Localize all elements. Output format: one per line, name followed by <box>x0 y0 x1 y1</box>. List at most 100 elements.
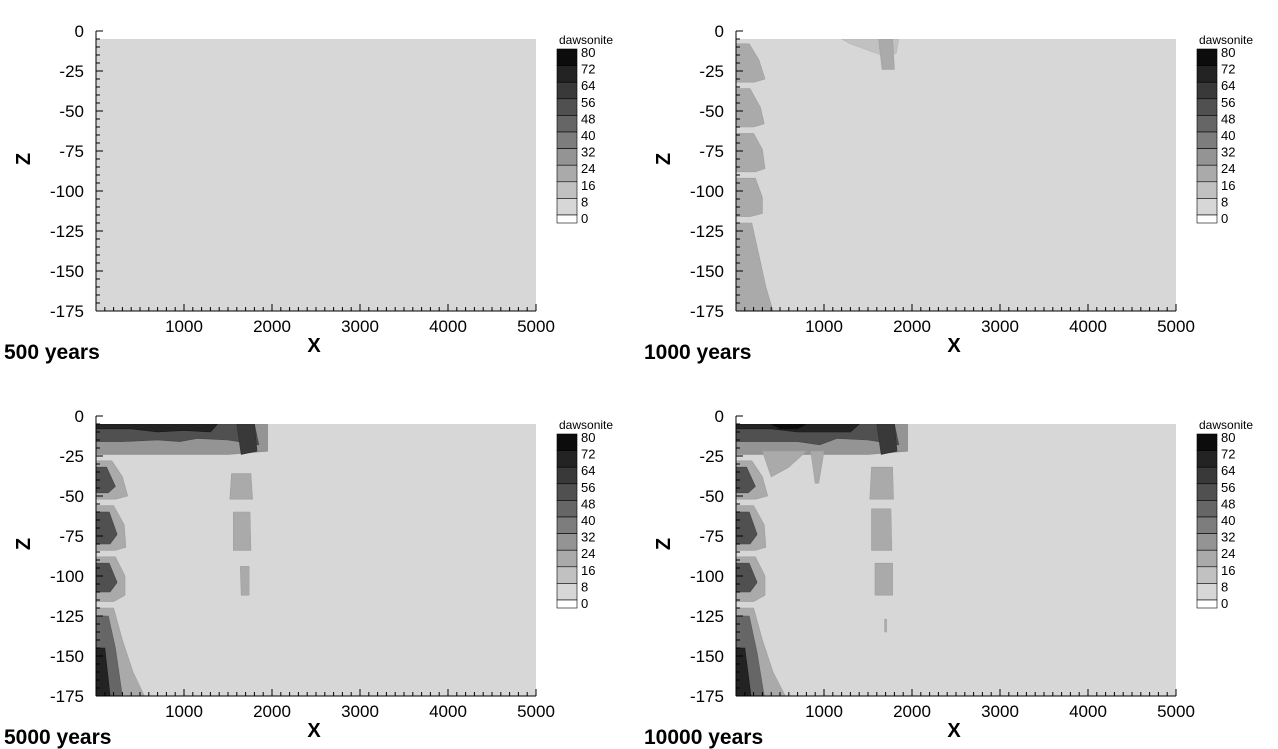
legend-label: 16 <box>581 178 595 193</box>
contour-region-2 <box>810 450 825 484</box>
contour-region-5 <box>736 177 763 217</box>
legend-swatch <box>1196 81 1218 100</box>
legend-swatch <box>1196 483 1218 501</box>
x-tick-label: 5000 <box>1157 702 1195 721</box>
x-tick-label: 1000 <box>805 702 843 721</box>
x-tick-label: 2000 <box>253 317 291 336</box>
legend-swatch <box>556 599 578 609</box>
y-tick-label: 0 <box>75 407 84 426</box>
legend-label: 0 <box>581 596 588 611</box>
legend-swatch <box>556 115 578 133</box>
panel-label: 5000 years <box>4 726 111 749</box>
legend-label: 32 <box>1221 530 1235 545</box>
y-tick-label: -25 <box>699 447 724 466</box>
legend-swatch <box>556 48 578 66</box>
legend-swatch <box>1196 48 1218 66</box>
legend-label: 16 <box>1221 178 1235 193</box>
y-axis-title: Z <box>13 153 35 165</box>
legend-label: 64 <box>581 78 595 93</box>
legend-swatch <box>556 533 578 551</box>
x-tick-label: 4000 <box>1069 702 1107 721</box>
legend-label: 56 <box>581 95 595 110</box>
contour-region-8 <box>871 508 893 551</box>
legend-swatch <box>556 516 578 534</box>
contour-regions <box>96 424 268 696</box>
x-tick-label: 5000 <box>517 702 555 721</box>
legend-swatch <box>556 450 578 468</box>
legend-swatch <box>556 164 578 183</box>
legend-swatch <box>1196 115 1218 133</box>
field-background <box>736 39 1176 311</box>
y-tick-label: -125 <box>50 607 84 626</box>
y-tick-label: -150 <box>50 262 84 281</box>
legend-label: 16 <box>1221 563 1235 578</box>
legend-label: 40 <box>1221 128 1235 143</box>
legend-label: 56 <box>1221 95 1235 110</box>
legend-label: 64 <box>1221 463 1235 478</box>
y-tick-label: -25 <box>59 447 84 466</box>
y-tick-label: -50 <box>59 487 84 506</box>
legend-label: 64 <box>581 463 595 478</box>
legend-swatch <box>1196 466 1218 485</box>
y-tick-label: -150 <box>690 262 724 281</box>
legend-swatch <box>556 148 578 166</box>
x-tick-label: 4000 <box>429 317 467 336</box>
legend-label: 24 <box>581 161 595 176</box>
legend-label: 24 <box>581 546 595 561</box>
contour-region-3 <box>736 88 765 128</box>
legend-swatch <box>1196 516 1218 534</box>
contour-region-4 <box>736 133 766 173</box>
legend-label: 48 <box>581 496 595 511</box>
x-tick-label: 3000 <box>341 317 379 336</box>
legend-label: 48 <box>1221 496 1235 511</box>
contour-region-1 <box>878 39 895 70</box>
y-tick-label: -75 <box>699 142 724 161</box>
legend-label: 80 <box>581 45 595 60</box>
y-tick-label: -100 <box>690 182 724 201</box>
legend-title: dawsonite <box>1199 33 1253 47</box>
x-axis-title: X <box>307 720 321 742</box>
contour-regions <box>736 39 900 311</box>
legend-swatch <box>556 549 578 568</box>
legend-swatch <box>1196 583 1218 601</box>
field-background <box>96 424 536 696</box>
legend-swatch <box>1196 98 1218 116</box>
legend-label: 80 <box>1221 430 1235 445</box>
contour-regions <box>736 424 908 696</box>
y-tick-label: -175 <box>690 302 724 321</box>
legend-swatch <box>1196 148 1218 166</box>
legend-label: 72 <box>581 447 595 462</box>
y-axis-title: Z <box>653 538 675 550</box>
legend-swatch <box>1196 65 1218 83</box>
contour-region-3 <box>236 424 258 455</box>
legend-label: 72 <box>1221 447 1235 462</box>
x-tick-label: 1000 <box>165 317 203 336</box>
y-tick-label: 0 <box>75 22 84 41</box>
legend-swatch <box>1196 533 1218 551</box>
x-tick-label: 2000 <box>893 317 931 336</box>
contour-region-19 <box>736 647 752 696</box>
legend-label: 0 <box>1221 211 1228 226</box>
legend-label: 72 <box>581 62 595 77</box>
legend-label: 8 <box>581 194 588 209</box>
y-tick-label: 0 <box>715 407 724 426</box>
contour-region-2 <box>96 424 218 433</box>
contour-region-5 <box>233 511 252 551</box>
y-tick-label: 0 <box>715 22 724 41</box>
legend-label: 48 <box>581 111 595 126</box>
legend-label: 8 <box>1221 194 1228 209</box>
contour-panel-2: 0 -25 -50 -75 -100 -125 -150 -175 1000 2000 3000 40… <box>4 407 613 749</box>
legend-title: dawsonite <box>1199 418 1253 432</box>
x-tick-label: 3000 <box>981 317 1019 336</box>
y-tick-label: -175 <box>690 687 724 706</box>
panel-label: 10000 years <box>644 726 763 749</box>
legend-swatch <box>556 466 578 485</box>
legend-label: 40 <box>581 128 595 143</box>
x-tick-label: 5000 <box>1157 317 1195 336</box>
contour-panel-0: 0 -25 -50 -75 -100 -125 -150 -175 1000 2000 3000 40… <box>4 22 613 364</box>
contour-region-12 <box>96 562 118 593</box>
y-tick-label: -50 <box>699 102 724 121</box>
legend-swatch <box>556 566 578 584</box>
y-tick-label: -150 <box>50 647 84 666</box>
